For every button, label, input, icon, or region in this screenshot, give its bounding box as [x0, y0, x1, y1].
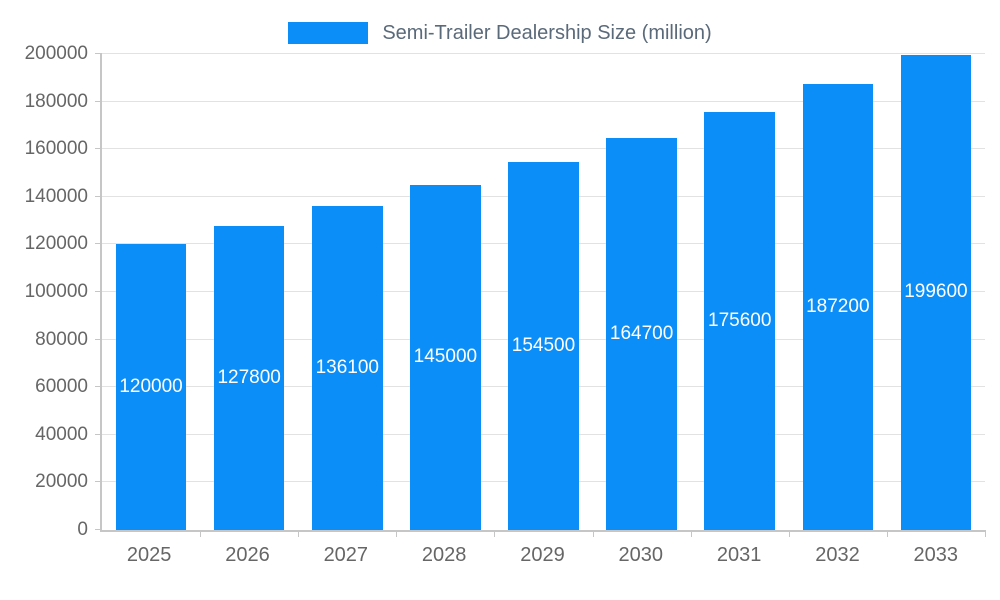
y-tick-mark: [95, 148, 102, 150]
bar-slot: 127800: [200, 54, 298, 530]
bar-slot: 120000: [102, 54, 200, 530]
x-tick-label: 2025: [126, 544, 172, 566]
y-tick-label: 60000: [35, 376, 88, 398]
gridline: [102, 53, 985, 54]
y-tick-mark: [95, 338, 102, 340]
y-tick-label: 20000: [35, 471, 88, 493]
y-tick-label: 100000: [24, 281, 88, 302]
x-tick-mark: [886, 530, 888, 537]
x-tick-mark: [985, 530, 986, 537]
bar-value-label: 120000: [119, 376, 183, 398]
bar-slot: 164700: [593, 54, 691, 530]
bar: 127800: [213, 225, 285, 530]
bar-slot: 145000: [396, 54, 494, 530]
y-tick-mark: [95, 291, 102, 292]
y-tick-mark: [95, 100, 102, 102]
x-tick-label: 2029: [520, 544, 565, 566]
x-tick-label: 2033: [913, 544, 959, 566]
bar-value-label: 199600: [904, 281, 968, 303]
y-tick-label: 0: [77, 519, 88, 540]
legend-label: Semi-Trailer Dealership Size (million): [382, 21, 712, 44]
y-tick-label: 200000: [24, 43, 88, 64]
bar-value-label: 175600: [708, 310, 772, 332]
bar: 136100: [311, 206, 383, 530]
bar: 199600: [900, 54, 972, 530]
y-tick-label: 80000: [35, 328, 88, 350]
x-tick-mark: [396, 530, 398, 537]
y-tick-label: 140000: [24, 185, 88, 207]
y-tick-mark: [95, 433, 102, 435]
y-tick-mark: [95, 53, 102, 54]
bar-slot: 154500: [494, 54, 592, 530]
gridline: [102, 148, 985, 150]
bar-value-label: 127800: [217, 366, 281, 388]
y-tick-mark: [95, 529, 102, 530]
y-tick-mark: [95, 481, 102, 483]
bar-value-label: 136100: [315, 357, 379, 379]
x-tick-mark: [200, 530, 202, 537]
bar-slot: 187200: [789, 54, 887, 530]
bars-layer: 120000 127800 136100 145000 154500 164700 1756…: [102, 54, 985, 530]
legend-swatch: [288, 22, 369, 44]
bar-chart: 120000 127800 136100 145000 154500 164700 1756…: [25, 43, 986, 567]
x-tick-mark: [592, 530, 594, 537]
x-tick-mark: [298, 530, 300, 537]
x-axis-labels: 2025 2026 2027 2028 2029 2030 2031 2032 2033: [100, 532, 985, 567]
bar-value-label: 145000: [413, 346, 478, 368]
bar: 120000: [115, 244, 187, 530]
bar-value-label: 187200: [806, 296, 870, 318]
bar: 187200: [802, 84, 874, 530]
x-tick-label: 2032: [815, 544, 860, 566]
gridline: [102, 100, 985, 102]
bar-value-label: 164700: [609, 323, 674, 345]
x-tick-mark: [690, 530, 692, 537]
bar: 164700: [606, 138, 677, 530]
x-tick-label: 2031: [716, 544, 762, 566]
bar: 175600: [704, 112, 776, 530]
y-tick-mark: [95, 386, 102, 388]
y-tick-mark: [95, 195, 102, 197]
y-tick-mark: [95, 243, 102, 245]
y-tick-label: 160000: [24, 138, 88, 160]
chart-legend[interactable]: Semi-Trailer Dealership Size (million): [0, 0, 1000, 46]
y-tick-label: 180000: [24, 90, 88, 112]
x-tick-label: 2030: [618, 544, 664, 566]
bar-value-label: 154500: [511, 335, 576, 357]
x-tick-label: 2028: [421, 544, 467, 566]
plot-area: 120000 127800 136100 145000 154500 164700 1756…: [25, 43, 986, 540]
bar-slot: 199600: [887, 54, 985, 530]
bar-slot: 136100: [298, 54, 396, 530]
bar-slot: 175600: [691, 54, 789, 530]
y-tick-label: 40000: [35, 423, 88, 445]
x-tick-mark: [788, 530, 790, 537]
bar: 154500: [508, 162, 579, 530]
y-tick-label: 120000: [24, 233, 88, 255]
x-tick-mark: [494, 530, 496, 537]
x-tick-label: 2027: [323, 544, 369, 566]
bar: 145000: [410, 184, 481, 530]
x-tick-label: 2026: [225, 544, 270, 566]
